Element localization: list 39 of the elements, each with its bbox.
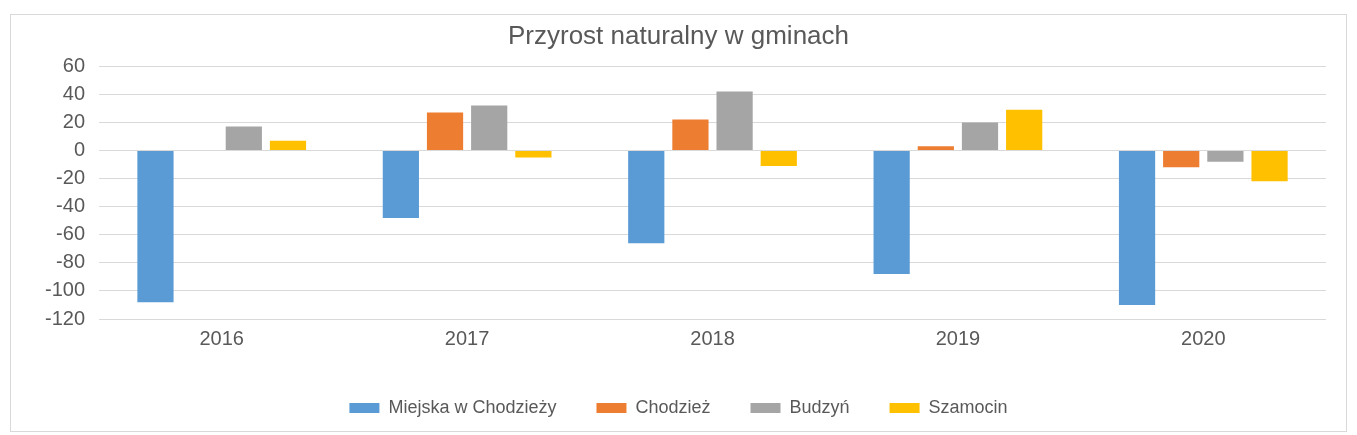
bar <box>269 140 307 150</box>
y-tick-label: 20 <box>62 109 86 132</box>
x-tick-label: 2020 <box>1181 326 1226 349</box>
legend-label: Szamocin <box>928 396 1008 417</box>
bar <box>1207 150 1244 162</box>
bar <box>716 91 753 150</box>
legend-label: Miejska w Chodzieży <box>388 396 557 417</box>
x-tick-label: 2016 <box>199 326 244 349</box>
bar <box>1251 150 1288 182</box>
bar <box>672 119 709 150</box>
legend-label: Budzyń <box>789 396 850 417</box>
bar <box>1118 150 1156 305</box>
y-tick-label: -40 <box>56 194 86 217</box>
x-tick-label: 2019 <box>935 326 981 349</box>
bar <box>137 150 174 303</box>
bar <box>873 150 910 275</box>
bar <box>225 126 262 150</box>
chart-title: Przyrost naturalny w gminach <box>507 19 850 50</box>
y-tick-label: -100 <box>45 278 86 301</box>
y-tick-label: -20 <box>56 166 86 189</box>
bar <box>917 146 954 150</box>
bar <box>628 150 665 244</box>
bar <box>382 150 419 218</box>
x-tick-label: 2017 <box>444 326 490 349</box>
y-tick-label: 40 <box>62 81 86 104</box>
bar <box>961 122 999 150</box>
y-tick-label: 0 <box>73 137 86 160</box>
bar <box>426 112 464 150</box>
bar <box>760 150 797 166</box>
x-tick-label: 2018 <box>690 326 735 349</box>
y-tick-label: 60 <box>62 53 86 76</box>
bar <box>1163 150 1200 168</box>
y-tick-label: -120 <box>45 306 86 329</box>
legend-label: Chodzież <box>635 396 711 417</box>
bar <box>515 150 552 158</box>
bar <box>1006 109 1043 150</box>
bar <box>471 105 508 150</box>
y-tick-label: -80 <box>56 250 86 273</box>
y-tick-label: -60 <box>56 222 86 245</box>
